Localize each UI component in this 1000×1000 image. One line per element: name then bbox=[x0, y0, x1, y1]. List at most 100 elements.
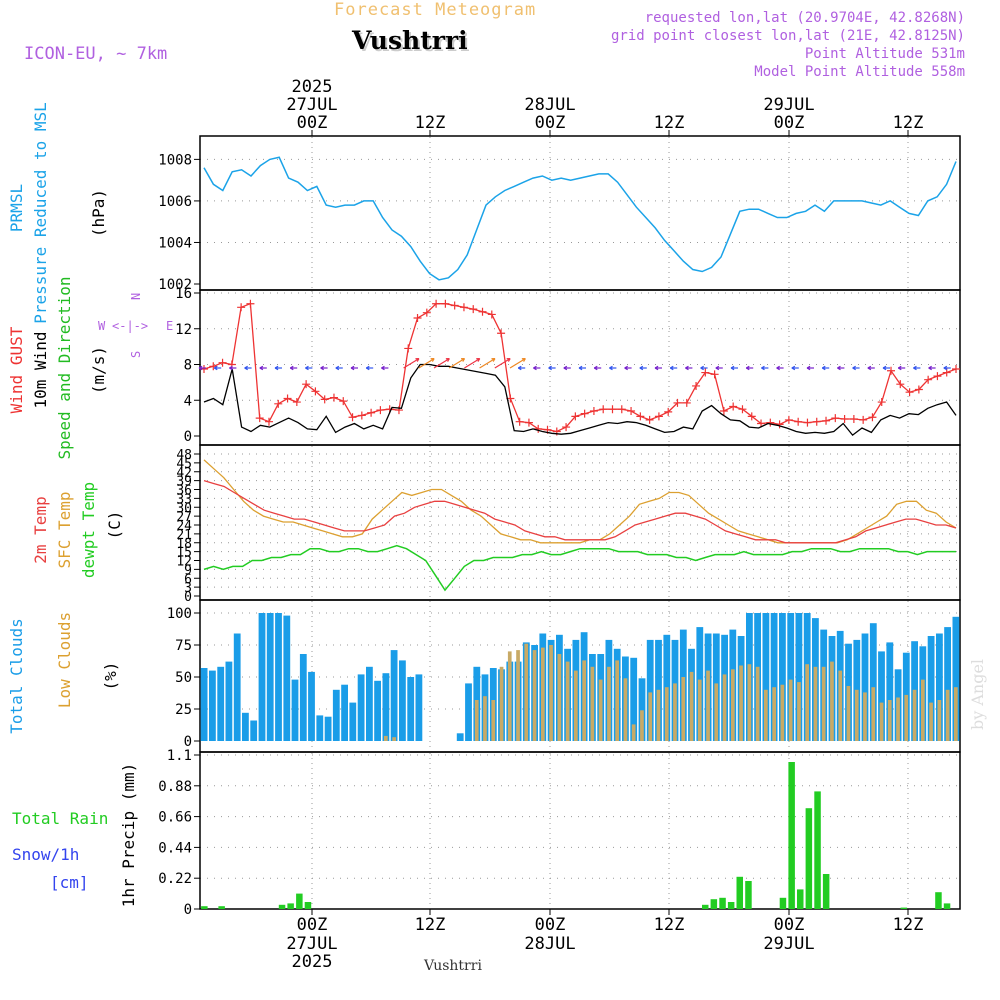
wind-arrowhead-39 bbox=[791, 365, 796, 371]
low-cloud-bar-22 bbox=[384, 735, 388, 741]
total-cloud-bar-8 bbox=[266, 613, 274, 741]
low-cloud-bar-75 bbox=[821, 666, 826, 741]
low-cloud-bar-23 bbox=[392, 737, 396, 741]
total-cloud-bar-14 bbox=[316, 715, 324, 741]
total-cloud-bar-17 bbox=[341, 684, 348, 741]
low-cloud-bar-64 bbox=[731, 669, 735, 741]
total-cloud-bar-13 bbox=[308, 671, 315, 741]
panel-frame-pressure bbox=[199, 135, 961, 291]
gust-marker-51 bbox=[673, 398, 682, 407]
gust-marker-8 bbox=[274, 399, 283, 408]
wind-arrow-13 bbox=[403, 358, 420, 369]
ytick-label-pressure-1: 1004 bbox=[158, 235, 192, 251]
wind-arrowhead-45 bbox=[882, 365, 887, 371]
rain-bar-59 bbox=[710, 899, 718, 909]
wind-arrowhead-47 bbox=[913, 365, 917, 371]
wind-arrowhead-9 bbox=[335, 365, 340, 371]
ytick-label-temperature-7: 21 bbox=[176, 528, 192, 543]
ytick-label-pressure-3: 1008 bbox=[158, 152, 192, 168]
gust-marker-29 bbox=[469, 305, 478, 314]
model-altitude: Model Point Altitude 558m bbox=[754, 64, 965, 80]
wind-arrowhead-16 bbox=[461, 357, 466, 362]
gust-marker-32 bbox=[497, 329, 506, 338]
low-cloud-bar-71 bbox=[788, 679, 793, 741]
total-cloud-bar-23 bbox=[390, 650, 398, 741]
low-cloud-bar-79 bbox=[854, 689, 859, 741]
ytick-label-clouds-2: 50 bbox=[175, 670, 192, 686]
gust-marker-25 bbox=[432, 299, 441, 308]
gust-marker-73 bbox=[877, 398, 886, 407]
gust-marker-78 bbox=[924, 375, 933, 384]
rain-bar-71 bbox=[814, 791, 821, 909]
gust-marker-9 bbox=[283, 394, 292, 403]
low-cloud-bar-61 bbox=[706, 670, 710, 741]
xlabel-bottom-hour-3: 12Z bbox=[654, 915, 685, 935]
wind-arrowhead-30 bbox=[654, 365, 659, 371]
gust-marker-55 bbox=[710, 370, 719, 379]
wind-arrowhead-21 bbox=[517, 365, 522, 371]
low-cloud-bar-50 bbox=[615, 660, 619, 741]
total-cloud-bar-32 bbox=[465, 683, 472, 741]
low-cloud-bar-40 bbox=[532, 650, 537, 741]
ytick-label-wind-0: 0 bbox=[184, 429, 192, 445]
xlabel-bottom-year-0: 2025 bbox=[292, 952, 333, 972]
rain-bar-81 bbox=[900, 907, 908, 909]
wind-arrow-18 bbox=[479, 358, 496, 369]
xlabel-top-year-0: 2025 bbox=[292, 77, 333, 97]
gust-marker-34 bbox=[515, 417, 524, 426]
ylabel-temp-3: (C) bbox=[105, 511, 124, 540]
low-cloud-bar-52 bbox=[631, 724, 636, 741]
low-cloud-bar-46 bbox=[582, 660, 586, 741]
total-cloud-bar-12 bbox=[299, 654, 307, 741]
gust-marker-66 bbox=[812, 417, 821, 426]
ylabel-wind-1: 10m Wind bbox=[31, 331, 50, 408]
total-cloud-bar-4 bbox=[233, 633, 241, 741]
low-cloud-bar-33 bbox=[474, 700, 479, 741]
ytick-label-clouds-0: 0 bbox=[184, 734, 192, 750]
legend-total-rain: Total Rain bbox=[12, 809, 108, 828]
wind-arrowhead-35 bbox=[730, 365, 735, 371]
xlabel-top-hour-2: 00Z bbox=[535, 113, 566, 133]
gust-marker-10 bbox=[292, 398, 301, 407]
xlabel-bottom-hour-1: 12Z bbox=[415, 915, 446, 935]
low-cloud-bar-48 bbox=[598, 679, 603, 741]
ytick-label-temperature-12: 36 bbox=[176, 484, 192, 499]
xlabel-top-hour-3: 12Z bbox=[654, 113, 685, 133]
ytick-label-clouds-4: 100 bbox=[167, 606, 192, 622]
low-cloud-bar-69 bbox=[772, 687, 776, 741]
rain-bar-11 bbox=[296, 893, 303, 909]
ytick-label-wind-1: 4 bbox=[184, 393, 192, 409]
wind-arrowhead-24 bbox=[563, 365, 568, 371]
rain-bar-86 bbox=[943, 903, 951, 909]
gust-marker-45 bbox=[617, 405, 626, 414]
rain-bar-9 bbox=[278, 904, 286, 909]
total-cloud-bar-82 bbox=[878, 651, 885, 741]
ytick-label-temperature-11: 33 bbox=[176, 492, 192, 507]
gust-marker-67 bbox=[822, 416, 831, 425]
gust-marker-63 bbox=[784, 415, 793, 424]
xlabel-top-hour-4: 00Z bbox=[774, 113, 805, 133]
wind-arrowhead-31 bbox=[669, 365, 674, 371]
xlabel-top-date-2: 28JUL bbox=[524, 95, 575, 115]
low-cloud-bar-63 bbox=[722, 674, 727, 741]
wind-arrowhead-14 bbox=[430, 357, 435, 362]
wind-arrowhead-40 bbox=[806, 365, 811, 371]
low-cloud-bar-60 bbox=[697, 679, 702, 741]
gust-marker-24 bbox=[422, 308, 431, 317]
ytick-label-temperature-10: 30 bbox=[176, 501, 192, 516]
gust-marker-70 bbox=[849, 415, 858, 424]
ytick-label-clouds-3: 75 bbox=[175, 638, 192, 654]
wind-arrowhead-49 bbox=[943, 365, 948, 371]
wind-arrow-20 bbox=[509, 358, 526, 369]
gust-marker-81 bbox=[952, 364, 960, 373]
gust-marker-27 bbox=[450, 301, 459, 310]
gust-marker-44 bbox=[608, 405, 617, 414]
gust-marker-69 bbox=[840, 415, 849, 424]
low-cloud-bar-76 bbox=[830, 661, 834, 741]
low-cloud-bar-54 bbox=[648, 692, 653, 741]
low-cloud-bar-90 bbox=[945, 689, 950, 741]
wind-arrowhead-42 bbox=[837, 365, 841, 371]
gust-marker-39 bbox=[562, 423, 571, 432]
wind-arrowhead-22 bbox=[533, 365, 537, 371]
low-cloud-bar-34 bbox=[483, 696, 487, 741]
